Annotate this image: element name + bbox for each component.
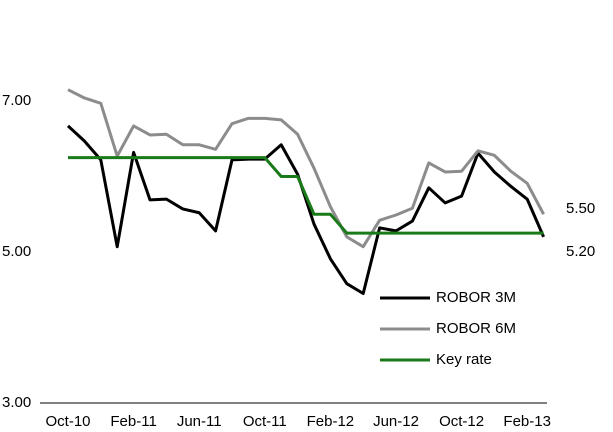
legend-label: ROBOR 3M (436, 289, 516, 306)
y-tick-label: 3.00 (2, 394, 31, 411)
x-tick-label: Jun-12 (373, 413, 419, 430)
legend-label: Key rate (436, 351, 492, 368)
series-line (66, 124, 545, 296)
x-tick-label: Feb-13 (503, 413, 551, 430)
x-tick-label: Feb-11 (110, 413, 156, 430)
x-tick-label: Jun-11 (177, 413, 222, 430)
end-value-label: 5.50 (566, 200, 595, 217)
x-tick-label: Oct-10 (45, 413, 90, 430)
x-tick-label: Feb-12 (307, 413, 355, 430)
x-tick-label: Oct-11 (243, 413, 287, 430)
legend-label: ROBOR 6M (436, 320, 516, 337)
series-line (68, 156, 544, 235)
y-tick-label: 5.00 (2, 243, 31, 260)
end-value-label: 5.20 (566, 243, 595, 260)
y-tick-label: 7.00 (2, 92, 31, 109)
x-tick-label: Oct-12 (439, 413, 484, 430)
series-line (67, 88, 545, 249)
